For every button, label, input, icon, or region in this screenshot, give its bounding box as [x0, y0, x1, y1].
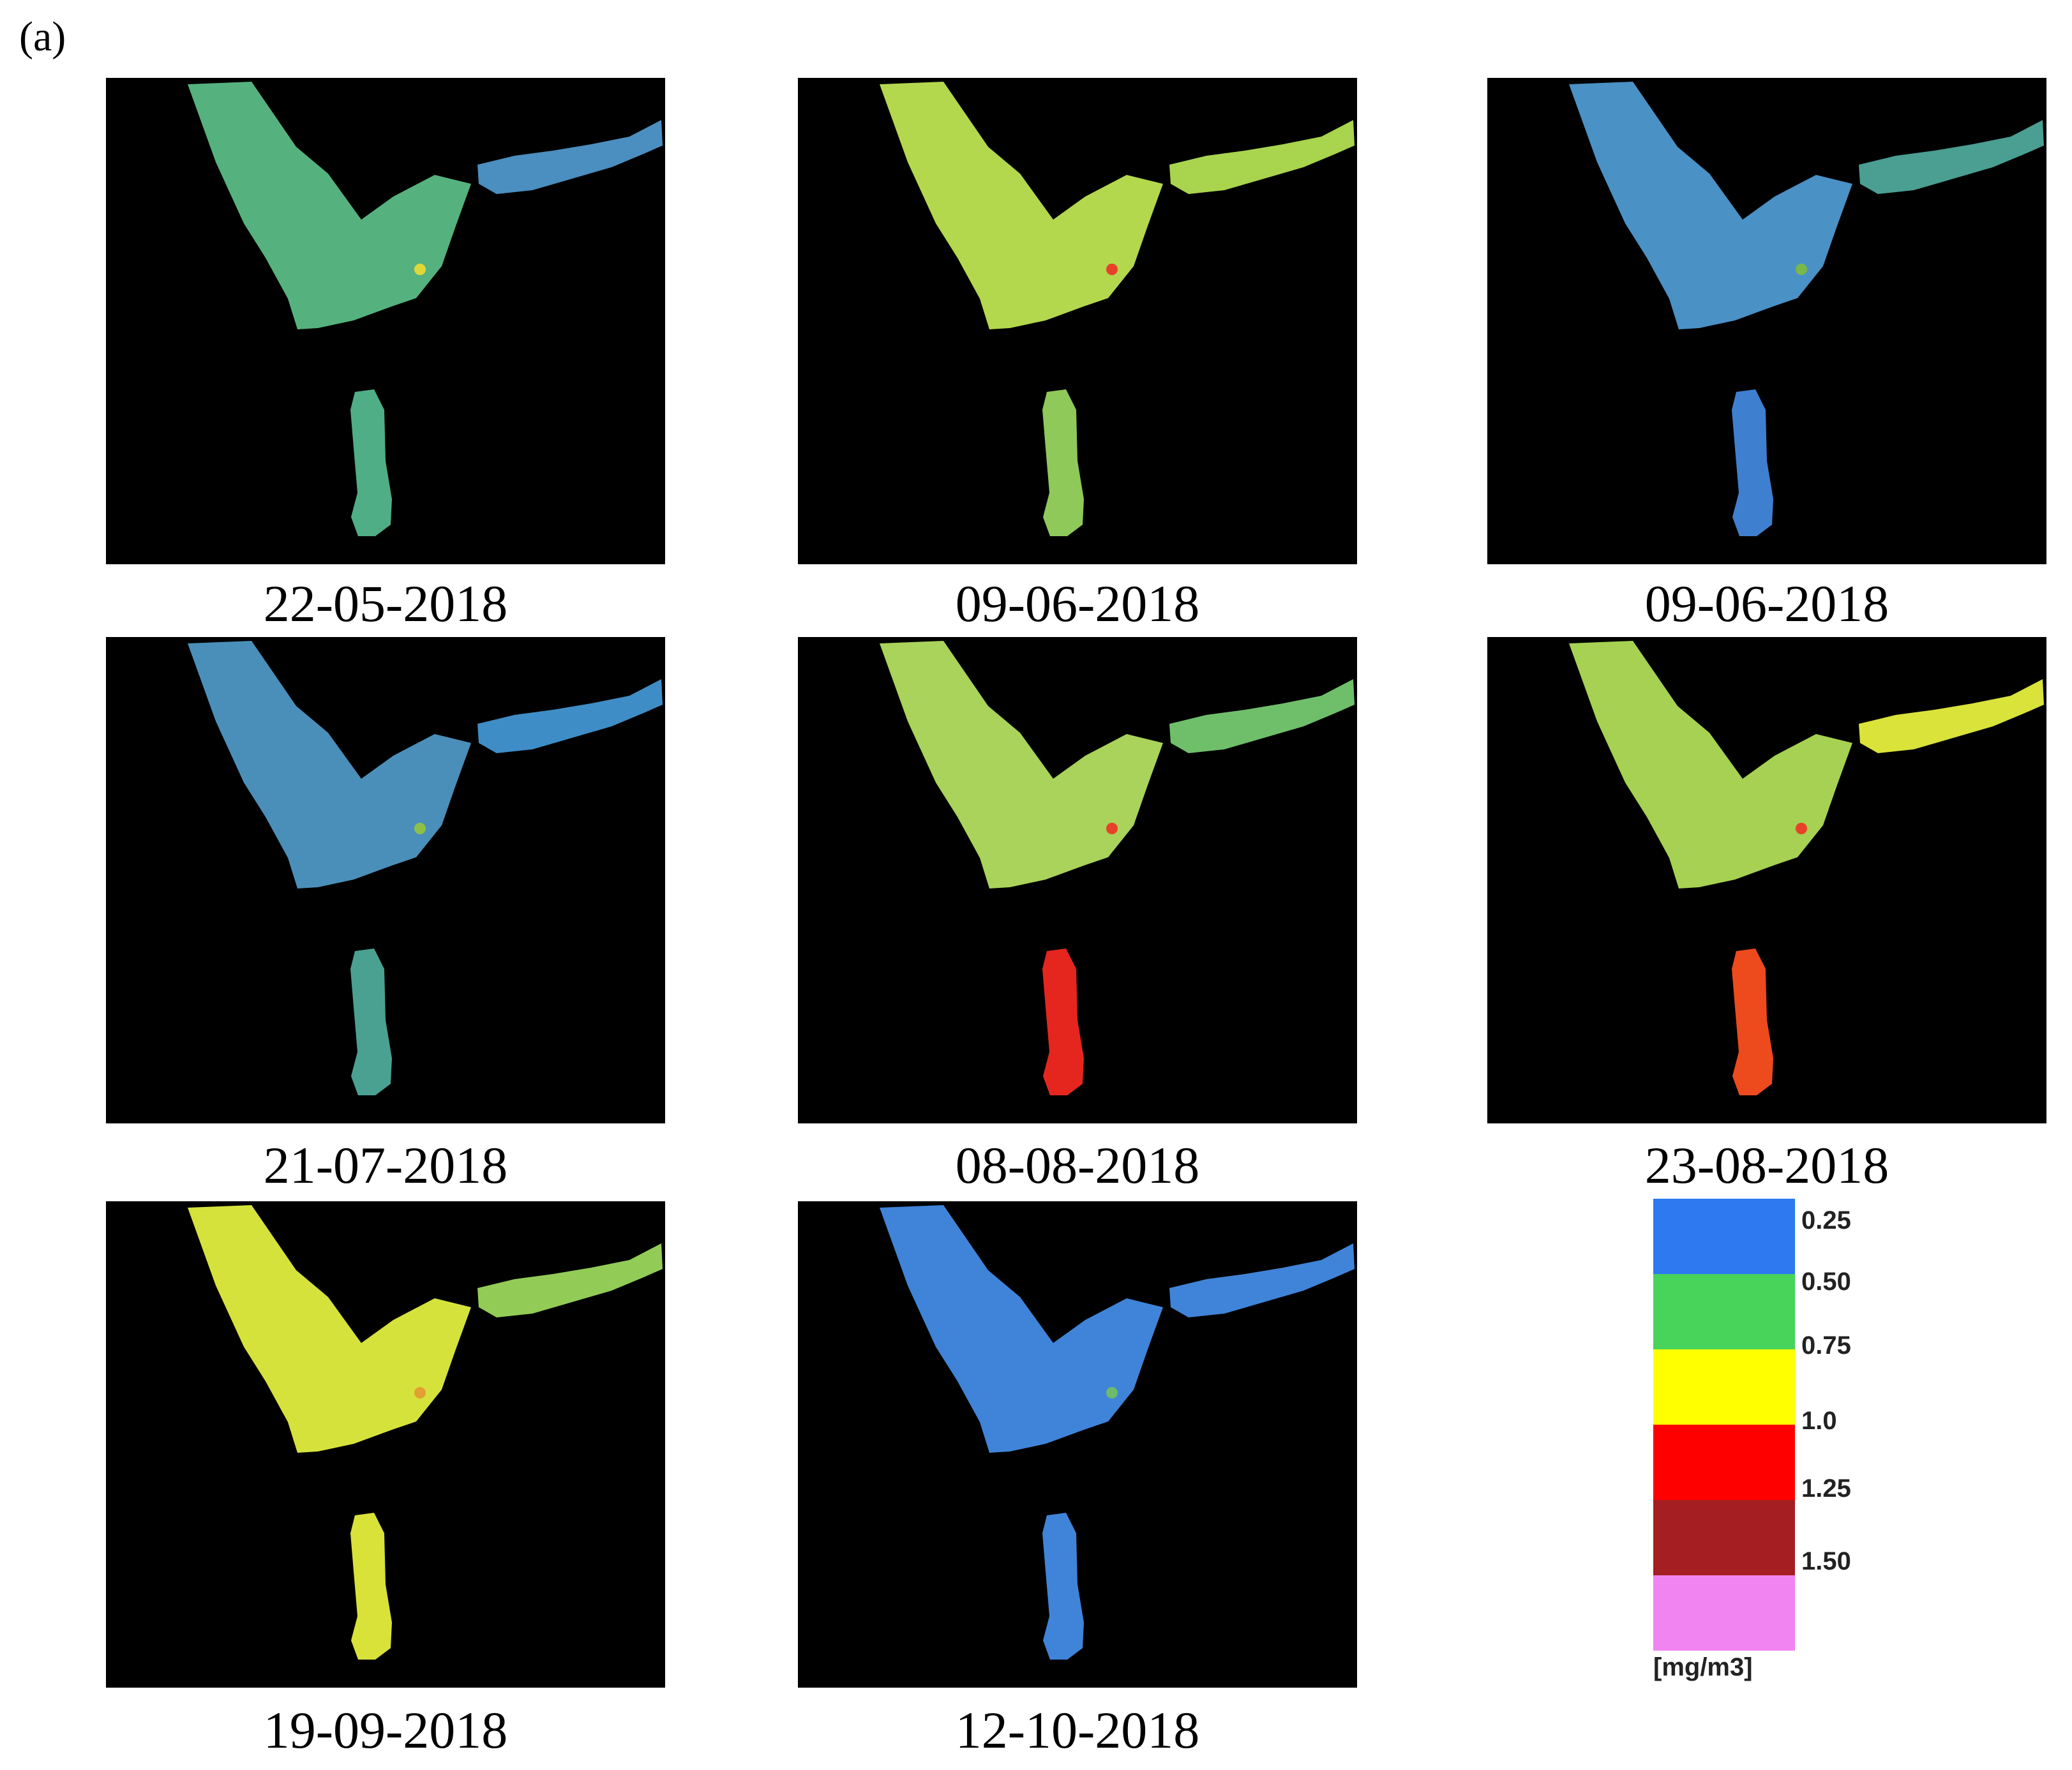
- legend-value-5: 1.50: [1801, 1547, 1851, 1575]
- lake-map: [880, 82, 1355, 536]
- map-panel-6: [1487, 637, 2046, 1123]
- lake-main-body: [188, 82, 471, 329]
- lake-lower-body: [1732, 949, 1773, 1095]
- legend-value-1: 0.50: [1801, 1268, 1851, 1296]
- map-panel-1: [106, 78, 665, 564]
- hotspot-marker: [414, 823, 426, 834]
- legend-value-2: 0.75: [1801, 1331, 1851, 1360]
- lake-lower-body: [1732, 389, 1773, 536]
- river-channel: [1169, 120, 1355, 194]
- lake-lower-body: [350, 949, 392, 1095]
- hotspot-marker: [414, 264, 426, 275]
- map-panel-4: [106, 637, 665, 1123]
- lake-map: [880, 1205, 1355, 1660]
- lake-main-body: [880, 82, 1163, 329]
- river-channel: [1169, 679, 1355, 753]
- date-label-6: 23-08-2018: [1644, 1136, 1889, 1194]
- legend-swatch-2: [1653, 1349, 1795, 1425]
- map-panel-5: [798, 637, 1357, 1123]
- lake-lower-body: [350, 389, 392, 536]
- lake-main-body: [1569, 641, 1852, 889]
- date-label-8: 12-10-2018: [955, 1701, 1200, 1759]
- lake-main-body: [188, 1205, 471, 1453]
- hotspot-marker: [1106, 823, 1118, 834]
- legend-swatch-5: [1653, 1575, 1795, 1651]
- date-label-1: 22-05-2018: [263, 574, 508, 633]
- lake-map: [1569, 82, 2044, 536]
- legend-value-4: 1.25: [1801, 1474, 1851, 1503]
- hotspot-marker: [1106, 264, 1118, 275]
- river-channel: [1859, 679, 2044, 753]
- map-panel-8: [798, 1201, 1357, 1688]
- hotspot-marker: [1796, 823, 1807, 834]
- river-channel: [477, 1243, 663, 1317]
- date-label-5: 08-08-2018: [955, 1136, 1200, 1194]
- lake-map: [188, 641, 663, 1095]
- lake-lower-body: [1042, 389, 1084, 536]
- lake-lower-body: [1042, 949, 1084, 1095]
- hotspot-marker: [1796, 264, 1807, 275]
- date-label-7: 19-09-2018: [263, 1701, 508, 1759]
- lake-map: [188, 1205, 663, 1660]
- map-panel-7: [106, 1201, 665, 1688]
- date-label-3: 09-06-2018: [1644, 574, 1889, 633]
- date-label-2: 09-06-2018: [955, 574, 1200, 633]
- river-channel: [1169, 1243, 1355, 1317]
- lake-map: [880, 641, 1355, 1095]
- legend-swatch-3: [1653, 1425, 1795, 1500]
- legend-swatch-1: [1653, 1274, 1795, 1349]
- legend-unit: [mg/m3]: [1653, 1653, 1753, 1681]
- legend-swatch-0: [1653, 1199, 1795, 1274]
- map-panel-3: [1487, 78, 2046, 564]
- lake-map: [1569, 641, 2044, 1095]
- lake-main-body: [880, 641, 1163, 889]
- date-label-4: 21-07-2018: [263, 1136, 508, 1194]
- river-channel: [1859, 120, 2044, 194]
- lake-lower-body: [1042, 1513, 1084, 1660]
- lake-map: [188, 82, 663, 536]
- lake-main-body: [1569, 82, 1852, 329]
- hotspot-marker: [414, 1387, 426, 1399]
- panel-label: (a): [19, 13, 66, 60]
- river-channel: [477, 120, 663, 194]
- lake-lower-body: [350, 1513, 392, 1660]
- lake-main-body: [880, 1205, 1163, 1453]
- hotspot-marker: [1106, 1387, 1118, 1399]
- legend-value-3: 1.0: [1801, 1407, 1837, 1435]
- legend-value-0: 0.25: [1801, 1206, 1851, 1234]
- map-panel-2: [798, 78, 1357, 564]
- legend-swatch-4: [1653, 1500, 1795, 1575]
- lake-main-body: [188, 641, 471, 889]
- river-channel: [477, 679, 663, 753]
